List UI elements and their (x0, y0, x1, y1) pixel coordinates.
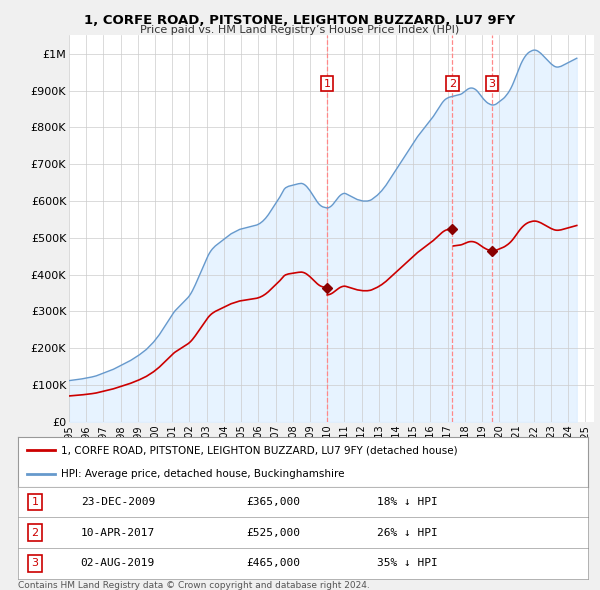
Text: £365,000: £365,000 (246, 497, 300, 507)
Text: £525,000: £525,000 (246, 528, 300, 537)
Text: 02-AUG-2019: 02-AUG-2019 (80, 559, 155, 568)
Text: 2: 2 (449, 78, 456, 88)
Text: 23-DEC-2009: 23-DEC-2009 (80, 497, 155, 507)
Text: £465,000: £465,000 (246, 559, 300, 568)
Text: 3: 3 (488, 78, 496, 88)
Text: 1: 1 (32, 497, 38, 507)
Text: 2: 2 (32, 528, 38, 537)
Text: 26% ↓ HPI: 26% ↓ HPI (377, 528, 438, 537)
Text: 35% ↓ HPI: 35% ↓ HPI (377, 559, 438, 568)
Text: 1: 1 (323, 78, 331, 88)
Text: 1, CORFE ROAD, PITSTONE, LEIGHTON BUZZARD, LU7 9FY (detached house): 1, CORFE ROAD, PITSTONE, LEIGHTON BUZZAR… (61, 445, 457, 455)
Text: 18% ↓ HPI: 18% ↓ HPI (377, 497, 438, 507)
Text: HPI: Average price, detached house, Buckinghamshire: HPI: Average price, detached house, Buck… (61, 469, 344, 479)
Text: 10-APR-2017: 10-APR-2017 (80, 528, 155, 537)
Text: Price paid vs. HM Land Registry’s House Price Index (HPI): Price paid vs. HM Land Registry’s House … (140, 25, 460, 35)
Text: 3: 3 (32, 559, 38, 568)
Text: Contains HM Land Registry data © Crown copyright and database right 2024.: Contains HM Land Registry data © Crown c… (18, 581, 370, 589)
Text: 1, CORFE ROAD, PITSTONE, LEIGHTON BUZZARD, LU7 9FY: 1, CORFE ROAD, PITSTONE, LEIGHTON BUZZAR… (85, 14, 515, 27)
